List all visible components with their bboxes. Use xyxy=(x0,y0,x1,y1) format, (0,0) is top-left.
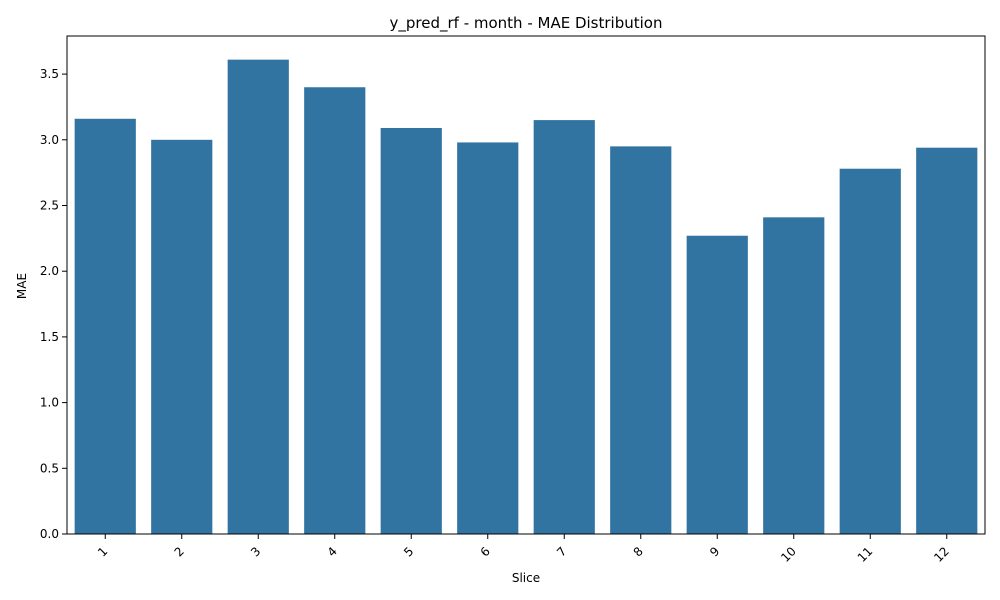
x-tick-label: 5 xyxy=(401,544,416,559)
x-tick-label: 4 xyxy=(325,544,340,559)
x-tick-label: 6 xyxy=(478,544,493,559)
y-tick-label: 1.0 xyxy=(40,396,59,410)
x-tick-label: 8 xyxy=(631,544,646,559)
bar-slice-3 xyxy=(227,59,289,535)
chart-title: y_pred_rf - month - MAE Distribution xyxy=(390,14,663,33)
x-tick-label: 3 xyxy=(248,544,263,559)
bar-slice-7 xyxy=(533,120,595,535)
y-tick-label: 0.5 xyxy=(40,461,59,475)
bar-slice-4 xyxy=(304,87,366,534)
x-tick-label: 12 xyxy=(931,544,952,565)
x-axis-title: Slice xyxy=(512,571,540,585)
bar-slice-10 xyxy=(763,217,825,534)
y-tick-label: 3.0 xyxy=(40,133,59,147)
y-tick-label: 2.0 xyxy=(40,264,59,278)
x-tick-label: 10 xyxy=(778,544,799,565)
x-tick-label: 1 xyxy=(95,544,110,559)
bar-slice-2 xyxy=(151,139,213,534)
x-tick-label: 9 xyxy=(707,544,722,559)
y-tick-label: 2.5 xyxy=(40,199,59,213)
y-tick-label: 0.0 xyxy=(40,527,59,541)
bar-slice-9 xyxy=(686,235,748,535)
bar-slice-12 xyxy=(916,147,978,534)
y-tick-label: 3.5 xyxy=(40,67,59,81)
bar-slice-11 xyxy=(839,168,901,534)
y-axis: 0.0 0.5 1.0 1.5 2.0 2.5 3.0 3.5 xyxy=(40,67,67,541)
y-tick-label: 1.5 xyxy=(40,330,59,344)
y-axis-title: MAE xyxy=(15,273,29,299)
bar-slice-6 xyxy=(457,142,519,534)
x-tick-label: 7 xyxy=(554,544,569,559)
bar-slice-5 xyxy=(380,127,442,535)
x-axis: 1 2 3 4 5 6 7 8 9 10 11 12 xyxy=(95,534,952,565)
bar-slice-8 xyxy=(610,146,672,534)
bars-group xyxy=(74,59,978,535)
plot-frame xyxy=(66,35,986,535)
bar-slice-1 xyxy=(74,118,136,534)
x-tick-label: 2 xyxy=(172,544,187,559)
x-tick-label: 11 xyxy=(855,544,876,565)
